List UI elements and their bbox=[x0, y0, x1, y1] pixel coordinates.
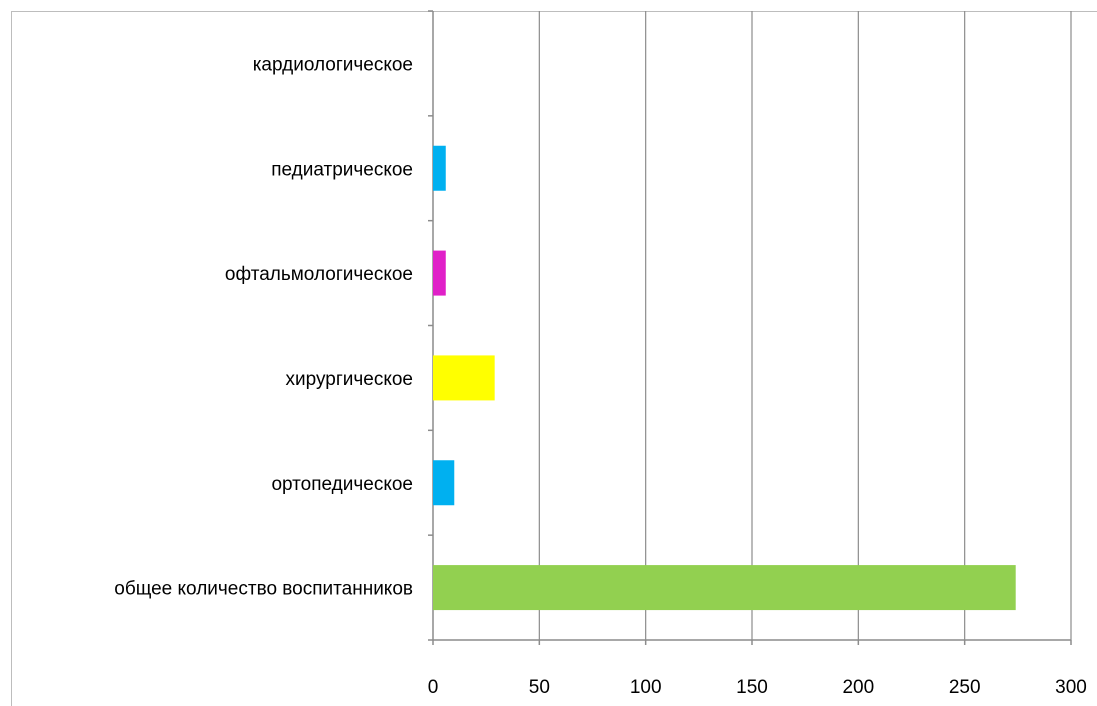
bar-2 bbox=[433, 355, 495, 401]
category-label: офтальмологическое bbox=[225, 264, 413, 285]
category-label: общее количество воспитанников bbox=[114, 579, 413, 600]
x-tick-label: 250 bbox=[949, 677, 981, 698]
x-tick-labels: 0 50 100 150 200 250 300 bbox=[428, 677, 1087, 698]
x-tick-label: 200 bbox=[842, 677, 874, 698]
category-label: ортопедическое bbox=[271, 474, 413, 495]
x-tick-label: 300 bbox=[1055, 677, 1087, 698]
x-tick-label: 50 bbox=[529, 677, 550, 698]
gridlines bbox=[538, 11, 1072, 640]
x-tick-label: 150 bbox=[736, 677, 768, 698]
x-tick-label: 0 bbox=[428, 677, 439, 698]
category-label: педиатрическое bbox=[271, 159, 413, 180]
bar-1 bbox=[433, 460, 455, 506]
bar-4 bbox=[433, 145, 446, 191]
bars bbox=[433, 145, 1016, 611]
category-label: кардиологическое bbox=[253, 54, 413, 75]
bar-3 bbox=[433, 250, 446, 296]
category-label: хирургическое bbox=[286, 369, 414, 390]
category-labels: общее количество воспитанников ортопедиче… bbox=[114, 54, 413, 599]
axes bbox=[428, 10, 1072, 645]
chart-frame bbox=[11, 11, 1097, 706]
bar-0 bbox=[433, 565, 1016, 611]
x-tick-label: 100 bbox=[630, 677, 662, 698]
